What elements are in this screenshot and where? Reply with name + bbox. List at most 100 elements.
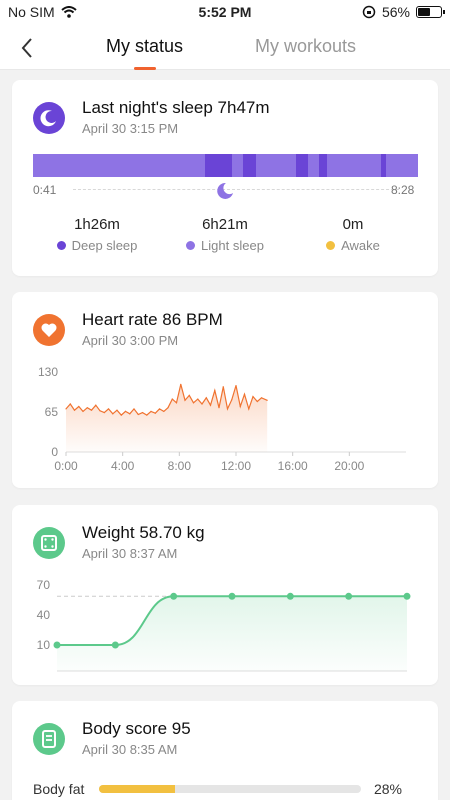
hr-point (146, 414, 148, 416)
awake-value: 0m (342, 216, 364, 233)
hr-point (201, 403, 203, 405)
body-score-title: Body score 95 (82, 719, 191, 738)
hr-point (248, 408, 250, 410)
hr-point (175, 402, 178, 404)
sleep-date: April 30 3:15 PM (82, 121, 179, 136)
hr-point (205, 397, 207, 399)
hr-point (103, 412, 105, 414)
hr-x-tick-label: 20:00 (334, 459, 364, 473)
tab-my-workouts[interactable]: My workouts (255, 36, 357, 56)
hr-point (239, 405, 241, 408)
hr-point (218, 407, 220, 409)
sleep-card[interactable]: z Last night's sleep 7h47m April 30 3:15… (12, 80, 438, 276)
sleep-title: Last night's sleep 7h47m (82, 98, 270, 117)
hr-point (209, 404, 212, 406)
deep-sleep-segment (318, 154, 328, 177)
hr-area (66, 384, 268, 452)
hr-point (124, 410, 127, 412)
hr-point (112, 413, 114, 415)
heart-rate-card[interactable]: Heart rate 86 BPM April 30 3:00 PM 0 65 13… (12, 292, 438, 488)
svg-text:z: z (49, 116, 53, 123)
sleep-start-time: 0:41 (33, 183, 57, 197)
hr-point (116, 409, 118, 411)
hr-point (163, 410, 165, 412)
hr-point (252, 396, 254, 398)
weight-title: Weight 58.70 kg (82, 523, 205, 542)
awake-dot (326, 241, 336, 250)
hr-point (171, 398, 173, 400)
hr-point (73, 409, 76, 411)
status-left: No SIM (8, 4, 77, 20)
hr-x-tick-label: 16:00 (278, 459, 308, 473)
active-tab-indicator (134, 67, 156, 70)
moon-marker-icon (215, 181, 235, 201)
hr-series-line (65, 384, 268, 416)
hr-point (154, 412, 156, 414)
battery-percent: 56% (381, 4, 410, 20)
carrier-label: No SIM (8, 4, 55, 20)
hr-point (65, 408, 67, 410)
hr-point (180, 383, 182, 385)
wifi-icon (61, 6, 77, 18)
hr-point (222, 386, 224, 388)
deep-sleep-segment (380, 154, 387, 177)
body-score-card[interactable]: Body score 95 April 30 8:35 AM Body fat … (12, 701, 438, 800)
chevron-left-icon[interactable] (20, 32, 34, 64)
wt-point (53, 641, 61, 649)
deep-sleep-segment (205, 154, 233, 177)
sleep-stage-bar (33, 154, 418, 177)
hr-x-tick-label: 0:00 (54, 459, 78, 473)
hr-point (214, 389, 216, 392)
hr-point (197, 398, 199, 400)
body-fat-fill (99, 785, 175, 793)
deep-sleep-segment (296, 154, 308, 177)
hr-point (266, 399, 268, 401)
hr-point (184, 399, 186, 401)
light-sleep-dot (186, 241, 196, 250)
hr-point (99, 410, 101, 412)
body-fat-value: 28% (373, 781, 402, 797)
hr-x-tick-label: 12:00 (221, 459, 251, 473)
heart-rate-chart: 0 65 130 0:00 4:00 8:00 12:00 16:00 20:00 (38, 365, 406, 473)
deep-sleep-value: 1h26m (74, 216, 120, 233)
hr-point (137, 413, 139, 416)
hr-point (133, 408, 135, 410)
wt-point (111, 641, 119, 649)
awake-legend: Awake (293, 238, 413, 253)
hr-point (235, 384, 237, 387)
hr-point (129, 413, 131, 415)
nav-bar: My status My workouts (0, 24, 450, 70)
heart-icon (33, 314, 65, 346)
clock: 5:52 PM (198, 4, 252, 20)
tab-my-status[interactable]: My status (106, 36, 184, 56)
hr-x-tick-label: 4:00 (111, 459, 135, 473)
hr-point (69, 403, 71, 405)
wt-point (228, 592, 236, 600)
body-score-date: April 30 8:35 AM (82, 742, 178, 757)
hr-point (256, 400, 258, 403)
light-sleep-legend: Light sleep (165, 238, 285, 253)
heart-rate-title: Heart rate 86 BPM (82, 310, 223, 329)
hr-point (167, 407, 169, 409)
hr-point (141, 412, 144, 414)
hr-point (90, 409, 93, 411)
wt-y-tick-label: 10 (37, 638, 51, 652)
weight-card[interactable]: Weight 58.70 kg April 30 8:37 AM 10 40 70 (12, 505, 438, 685)
hr-point (82, 410, 84, 412)
status-right: 56% (362, 4, 445, 20)
battery-level (418, 8, 430, 16)
sleep-end-time: 8:28 (391, 183, 415, 197)
body-fat-label: Body fat (33, 781, 85, 797)
wt-point (286, 592, 294, 600)
hr-point (95, 404, 97, 406)
hr-x-tick-label: 8:00 (168, 459, 192, 473)
sleep-timeline (73, 189, 399, 190)
moon-icon: z (33, 102, 65, 134)
status-bar: No SIM 5:52 PM 56% (0, 0, 450, 24)
weight-date: April 30 8:37 AM (82, 546, 178, 561)
wt-point (403, 592, 411, 600)
hr-point (86, 407, 88, 409)
hr-y-tick-label: 0 (51, 445, 58, 459)
hr-point (260, 397, 263, 399)
hr-y-tick-label: 130 (38, 365, 58, 379)
